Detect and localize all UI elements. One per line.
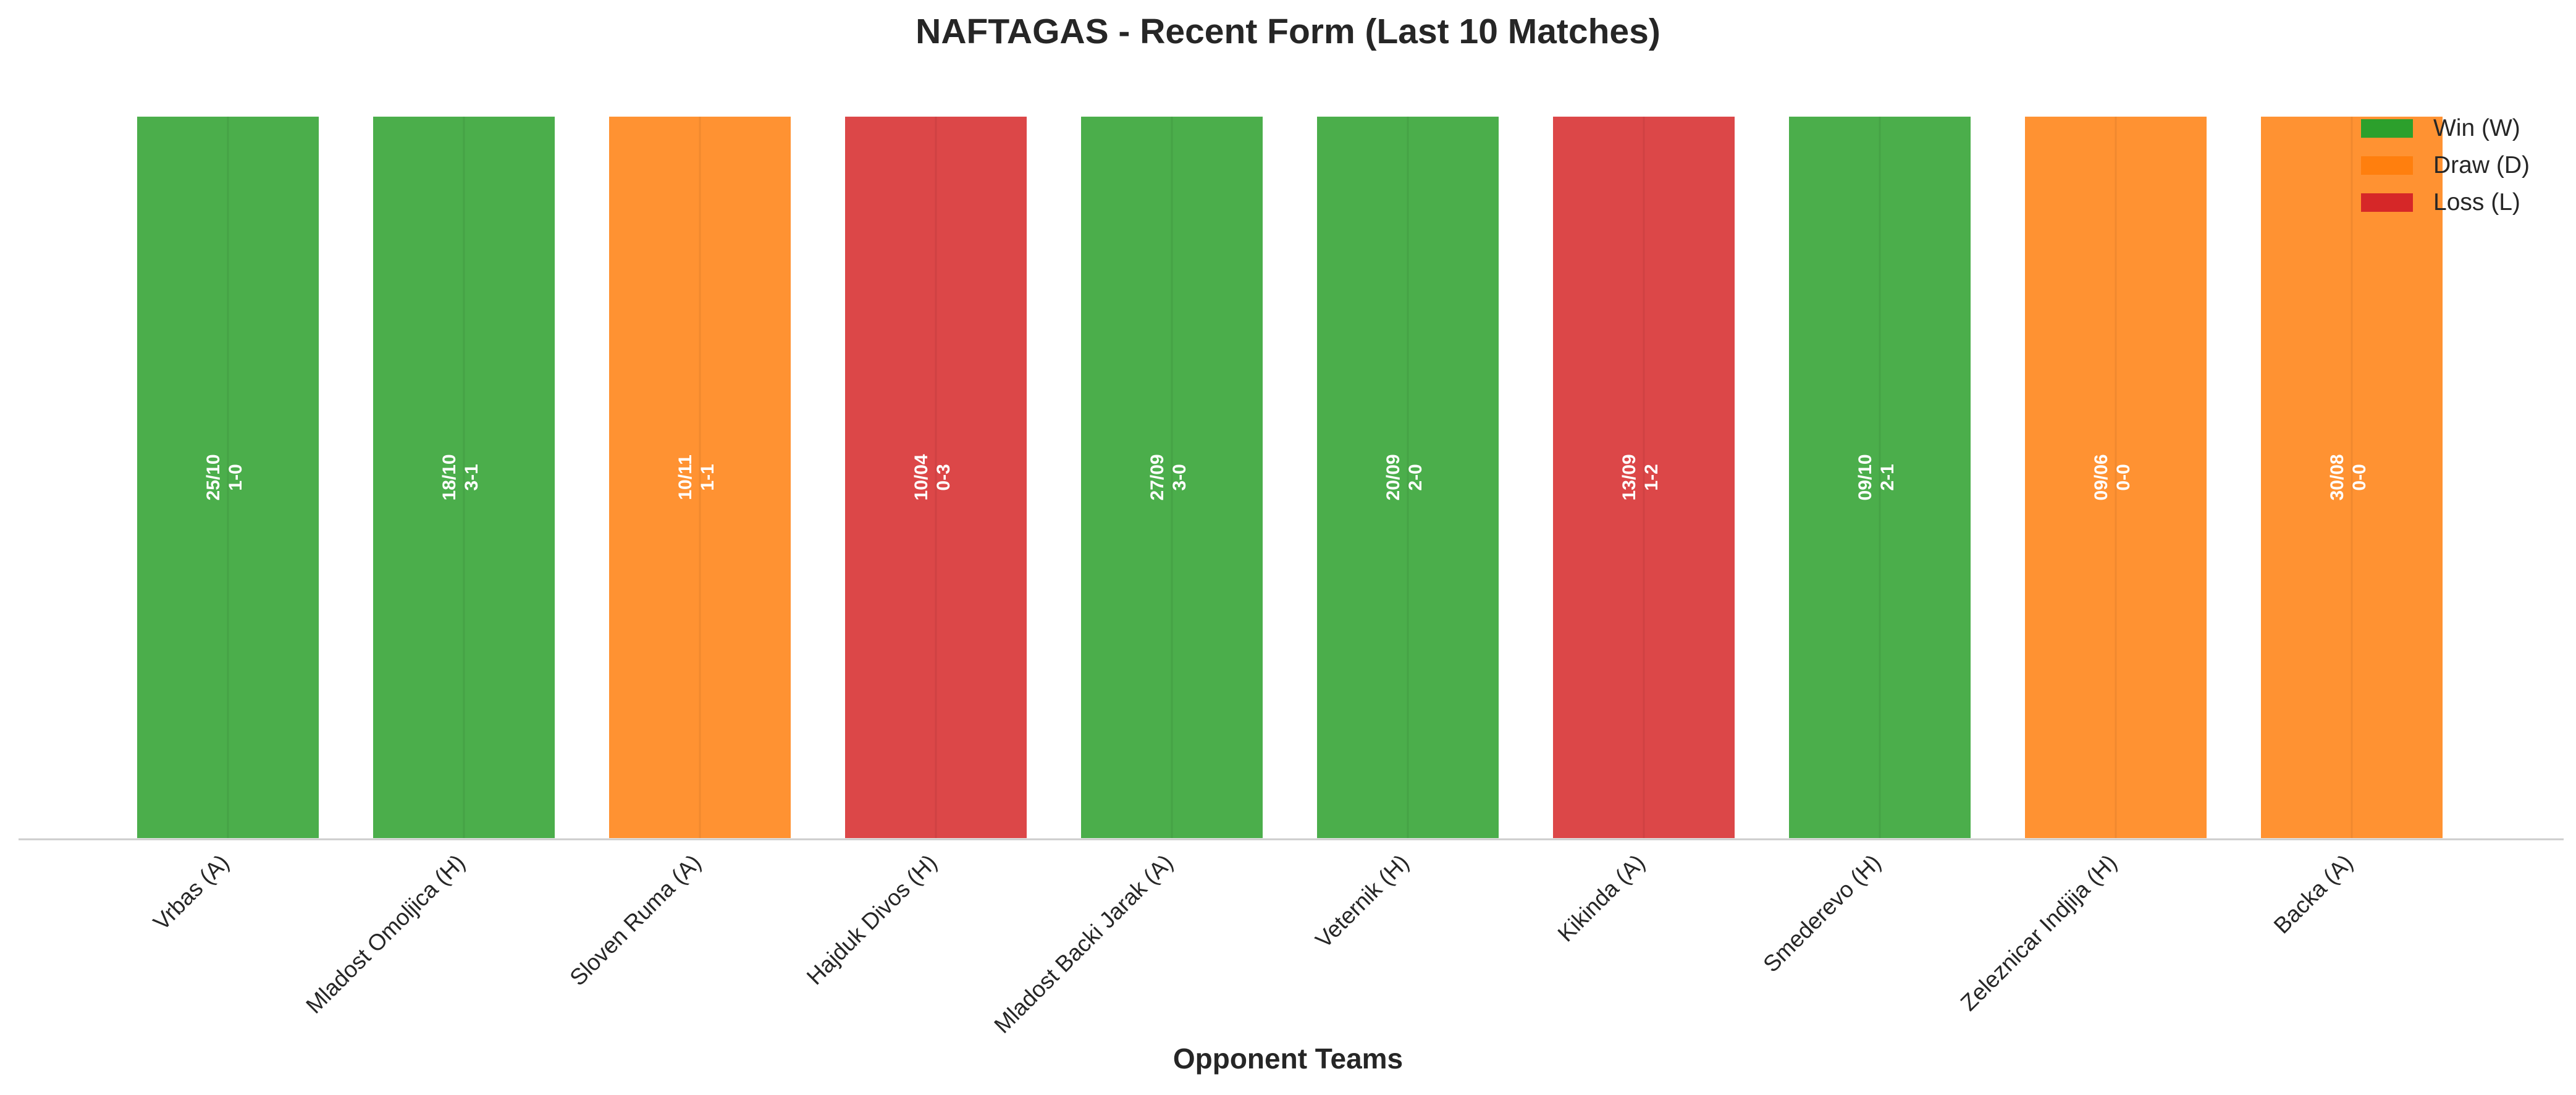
- bar-score-label: 0-0: [2349, 464, 2370, 490]
- bar-10-d: [2258, 114, 2445, 841]
- bars-layer: 25/10 1-0 18/10 3-1 10/11 1-1 10/04 0-3 27/09 3-0…: [135, 114, 2445, 841]
- legend-label-w: Win (W): [2433, 115, 2520, 141]
- x-tick-label: Zeleznicar Indjija (H): [1956, 850, 2122, 1016]
- x-axis-label: Opponent Teams: [1173, 1043, 1403, 1075]
- x-tick-label: Vrbas (A): [148, 850, 234, 936]
- legend: Win (W) Draw (D) Loss (L): [2361, 115, 2530, 216]
- bar-score-label: 1-2: [1641, 464, 1662, 490]
- x-tick-label: Veternik (H): [1311, 850, 1414, 953]
- bar-7-l: [1551, 114, 1737, 841]
- x-tick-label: Sloven Ruma (A): [565, 850, 705, 991]
- bar-3-d: [607, 114, 793, 841]
- bar-date-label: 10/11: [675, 455, 696, 500]
- bar-score-label: 2-1: [1877, 464, 1898, 490]
- bar-5-w: [1079, 114, 1265, 841]
- bar-score-label: 0-3: [933, 464, 954, 490]
- bar-score-label: 3-1: [461, 464, 482, 490]
- bar-score-label: 0-0: [2113, 464, 2134, 490]
- bar-date-label: 09/06: [2091, 454, 2111, 500]
- legend-swatch-d: [2361, 156, 2413, 175]
- bar-date-label: 25/10: [203, 454, 224, 500]
- bar-6-w: [1315, 114, 1501, 841]
- bar-date-label: 13/09: [1619, 454, 1639, 500]
- x-tick-label: Mladost Omoljica (H): [301, 850, 469, 1018]
- bar-score-label: 1-1: [697, 464, 718, 490]
- x-tick-labels: Vrbas (A) Mladost Omoljica (H) Sloven Ruma…: [148, 850, 2358, 1038]
- x-tick-label: Backa (A): [2269, 850, 2358, 939]
- x-tick-label: Kikinda (A): [1553, 850, 1650, 947]
- x-tick-label: Hajduk Divos (H): [802, 850, 942, 990]
- bar-score-label: 1-0: [225, 464, 246, 490]
- bar-1-w: [135, 114, 321, 841]
- bar-score-label: 3-0: [1169, 464, 1190, 490]
- legend-label-l: Loss (L): [2433, 189, 2520, 216]
- legend-swatch-l: [2361, 193, 2413, 212]
- bar-date-label: 30/08: [2327, 454, 2347, 500]
- x-tick-label: Smederevo (H): [1758, 850, 1885, 977]
- x-tick-label: Mladost Backi Jarak (A): [989, 850, 1177, 1038]
- bar-4-l: [843, 114, 1029, 841]
- bar-score-label: 2-0: [1405, 464, 1426, 490]
- bar-2-w: [371, 114, 557, 841]
- legend-label-d: Draw (D): [2433, 152, 2530, 178]
- bar-date-label: 10/04: [911, 454, 932, 500]
- bar-date-label: 09/10: [1855, 454, 1875, 500]
- bar-date-label: 20/09: [1383, 454, 1404, 500]
- bar-date-label: 18/10: [439, 454, 460, 500]
- bar-8-w: [1787, 114, 1973, 841]
- bar-date-label: 27/09: [1147, 454, 1168, 500]
- legend-swatch-w: [2361, 119, 2413, 138]
- chart-title: NAFTAGAS - Recent Form (Last 10 Matches): [915, 12, 1661, 51]
